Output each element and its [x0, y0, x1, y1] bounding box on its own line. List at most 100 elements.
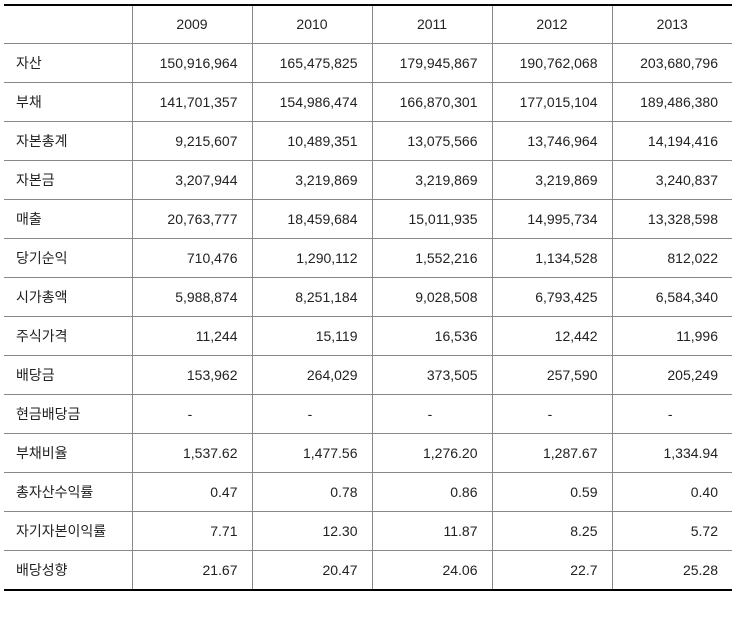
cell-value: 21.67	[132, 550, 252, 590]
header-year: 2012	[492, 5, 612, 43]
cell-value: 24.06	[372, 550, 492, 590]
row-label: 자본총계	[4, 121, 132, 160]
cell-value: 165,475,825	[252, 43, 372, 82]
cell-value: 25.28	[612, 550, 732, 590]
cell-value: 3,240,837	[612, 160, 732, 199]
row-label: 매출	[4, 199, 132, 238]
cell-value: 13,075,566	[372, 121, 492, 160]
cell-value: 8,251,184	[252, 277, 372, 316]
cell-value: 22.7	[492, 550, 612, 590]
row-label: 자본금	[4, 160, 132, 199]
cell-value: 710,476	[132, 238, 252, 277]
cell-value: 18,459,684	[252, 199, 372, 238]
cell-value: 0.78	[252, 472, 372, 511]
cell-value: 1,287.67	[492, 433, 612, 472]
table-row: 주식가격11,24415,11916,53612,44211,996	[4, 316, 732, 355]
cell-value: 3,219,869	[372, 160, 492, 199]
table-body: 자산150,916,964165,475,825179,945,867190,7…	[4, 43, 732, 590]
cell-value: 12.30	[252, 511, 372, 550]
cell-value: 205,249	[612, 355, 732, 394]
row-label: 부채비율	[4, 433, 132, 472]
cell-value: 11,996	[612, 316, 732, 355]
cell-value: 0.47	[132, 472, 252, 511]
cell-value: -	[372, 394, 492, 433]
header-year: 2009	[132, 5, 252, 43]
table-row: 자산150,916,964165,475,825179,945,867190,7…	[4, 43, 732, 82]
financial-table: 2009 2010 2011 2012 2013 자산150,916,96416…	[4, 4, 732, 591]
cell-value: 1,334.94	[612, 433, 732, 472]
cell-value: -	[612, 394, 732, 433]
cell-value: 373,505	[372, 355, 492, 394]
cell-value: 166,870,301	[372, 82, 492, 121]
cell-value: 203,680,796	[612, 43, 732, 82]
cell-value: 141,701,357	[132, 82, 252, 121]
cell-value: 20,763,777	[132, 199, 252, 238]
cell-value: 812,022	[612, 238, 732, 277]
header-year: 2013	[612, 5, 732, 43]
row-label: 자산	[4, 43, 132, 82]
cell-value: 12,442	[492, 316, 612, 355]
cell-value: 15,011,935	[372, 199, 492, 238]
table-header: 2009 2010 2011 2012 2013	[4, 5, 732, 43]
cell-value: 0.59	[492, 472, 612, 511]
row-label: 총자산수익률	[4, 472, 132, 511]
cell-value: 20.47	[252, 550, 372, 590]
table-row: 당기순익710,4761,290,1121,552,2161,134,52881…	[4, 238, 732, 277]
cell-value: 11.87	[372, 511, 492, 550]
cell-value: 1,552,216	[372, 238, 492, 277]
header-year: 2011	[372, 5, 492, 43]
cell-value: 11,244	[132, 316, 252, 355]
row-label: 당기순익	[4, 238, 132, 277]
cell-value: -	[252, 394, 372, 433]
cell-value: 1,477.56	[252, 433, 372, 472]
cell-value: 9,215,607	[132, 121, 252, 160]
cell-value: 190,762,068	[492, 43, 612, 82]
cell-value: 7.71	[132, 511, 252, 550]
cell-value: 1,537.62	[132, 433, 252, 472]
cell-value: 9,028,508	[372, 277, 492, 316]
cell-value: 177,015,104	[492, 82, 612, 121]
table-row: 배당금153,962264,029373,505257,590205,249	[4, 355, 732, 394]
table-row: 배당성향21.6720.4724.0622.725.28	[4, 550, 732, 590]
cell-value: 189,486,380	[612, 82, 732, 121]
table-row: 부채141,701,357154,986,474166,870,301177,0…	[4, 82, 732, 121]
cell-value: 150,916,964	[132, 43, 252, 82]
header-year: 2010	[252, 5, 372, 43]
table-row: 매출20,763,77718,459,68415,011,93514,995,7…	[4, 199, 732, 238]
cell-value: 13,328,598	[612, 199, 732, 238]
table-row: 자기자본이익률7.7112.3011.878.255.72	[4, 511, 732, 550]
cell-value: 15,119	[252, 316, 372, 355]
cell-value: 0.40	[612, 472, 732, 511]
table-row: 자본총계9,215,60710,489,35113,075,56613,746,…	[4, 121, 732, 160]
table-row: 부채비율1,537.621,477.561,276.201,287.671,33…	[4, 433, 732, 472]
cell-value: 14,194,416	[612, 121, 732, 160]
cell-value: 0.86	[372, 472, 492, 511]
cell-value: 14,995,734	[492, 199, 612, 238]
row-label: 배당성향	[4, 550, 132, 590]
cell-value: 6,793,425	[492, 277, 612, 316]
table-row: 총자산수익률0.470.780.860.590.40	[4, 472, 732, 511]
table-row: 시가총액5,988,8748,251,1849,028,5086,793,425…	[4, 277, 732, 316]
header-row: 2009 2010 2011 2012 2013	[4, 5, 732, 43]
cell-value: -	[492, 394, 612, 433]
cell-value: 13,746,964	[492, 121, 612, 160]
row-label: 배당금	[4, 355, 132, 394]
cell-value: 16,536	[372, 316, 492, 355]
cell-value: 10,489,351	[252, 121, 372, 160]
table-row: 현금배당금-----	[4, 394, 732, 433]
cell-value: 257,590	[492, 355, 612, 394]
cell-value: 6,584,340	[612, 277, 732, 316]
row-label: 주식가격	[4, 316, 132, 355]
row-label: 시가총액	[4, 277, 132, 316]
cell-value: 153,962	[132, 355, 252, 394]
cell-value: 3,219,869	[492, 160, 612, 199]
cell-value: 8.25	[492, 511, 612, 550]
table-row: 자본금3,207,9443,219,8693,219,8693,219,8693…	[4, 160, 732, 199]
row-label: 부채	[4, 82, 132, 121]
cell-value: 264,029	[252, 355, 372, 394]
row-label: 자기자본이익률	[4, 511, 132, 550]
cell-value: 154,986,474	[252, 82, 372, 121]
cell-value: -	[132, 394, 252, 433]
cell-value: 1,276.20	[372, 433, 492, 472]
cell-value: 1,134,528	[492, 238, 612, 277]
